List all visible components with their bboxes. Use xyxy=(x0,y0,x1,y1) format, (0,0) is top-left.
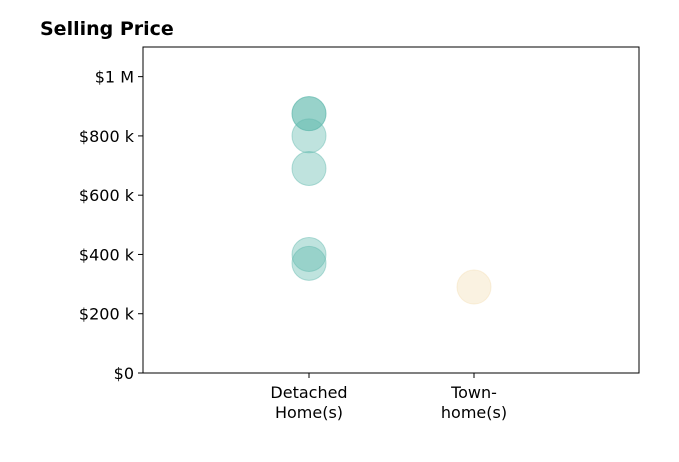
plot-area xyxy=(142,46,640,374)
y-tick-label: $0 xyxy=(114,364,134,383)
data-point xyxy=(291,245,327,281)
x-axis: Detached Home(s) Town-home(s) xyxy=(270,373,507,422)
x-tick-label: Detached Home(s) xyxy=(270,383,347,422)
y-axis: $0 $200 k $400 k $600 k $800 k $1 M xyxy=(79,68,143,383)
data-point xyxy=(291,96,327,132)
y-tick-label: $400 k xyxy=(79,245,135,264)
data-point xyxy=(456,269,492,305)
y-tick-label: $800 k xyxy=(79,127,135,146)
x-tick-label: Town-home(s) xyxy=(441,383,507,422)
y-tick-label: $600 k xyxy=(79,186,135,205)
y-tick-label: $200 k xyxy=(79,305,135,324)
data-point xyxy=(291,151,327,187)
data-point xyxy=(291,236,327,272)
y-tick-label: $1 M xyxy=(95,68,134,87)
data-point xyxy=(291,118,327,154)
points-layer xyxy=(291,96,492,305)
data-point xyxy=(291,96,327,132)
chart-title: Selling Price xyxy=(40,18,174,40)
